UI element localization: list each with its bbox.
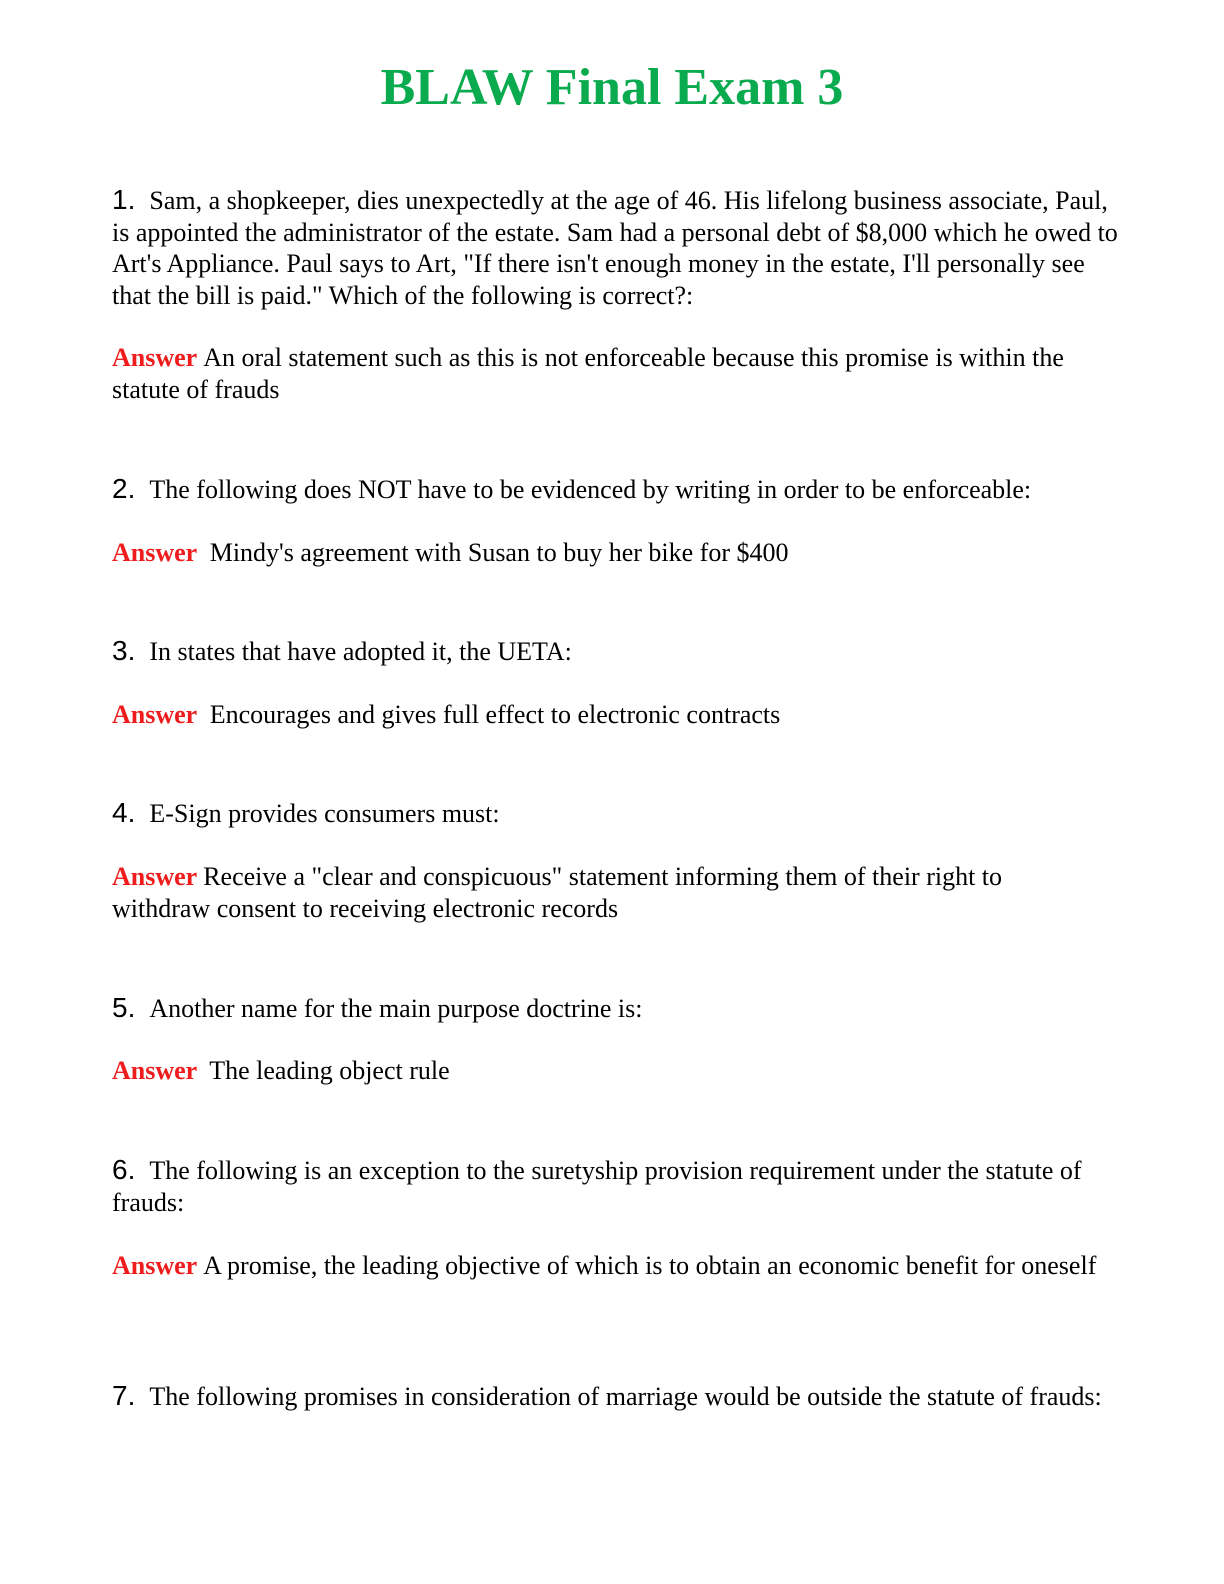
answer-text: Receive a "clear and conspicuous" statem… bbox=[112, 862, 1003, 923]
question-6: 6. The following is an exception to the s… bbox=[112, 1154, 1124, 1218]
answer-3: Answer Encourages and gives full effect … bbox=[112, 699, 1124, 731]
question-text: In states that have adopted it, the UETA… bbox=[149, 637, 572, 666]
question-number: 5. bbox=[112, 992, 136, 1023]
answer-label: Answer bbox=[112, 1056, 198, 1085]
question-text: The following is an exception to the sur… bbox=[112, 1156, 1082, 1217]
question-text: Sam, a shopkeeper, dies unexpectedly at … bbox=[112, 186, 1118, 310]
question-text: The following promises in consideration … bbox=[149, 1382, 1102, 1411]
answer-6: Answer A promise, the leading objective o… bbox=[112, 1250, 1102, 1282]
answer-label: Answer bbox=[112, 700, 198, 729]
answer-label: Answer bbox=[112, 343, 198, 372]
question-number: 4. bbox=[112, 797, 136, 828]
question-3: 3. In states that have adopted it, the UE… bbox=[112, 635, 1124, 668]
question-5: 5. Another name for the main purpose doct… bbox=[112, 992, 1124, 1025]
question-number: 2. bbox=[112, 473, 136, 504]
answer-text: Encourages and gives full effect to elec… bbox=[209, 700, 781, 729]
question-4: 4. E-Sign provides consumers must: bbox=[112, 797, 1124, 830]
question-text: The following does NOT have to be eviden… bbox=[149, 475, 1032, 504]
question-1: 1. Sam, a shopkeeper, dies unexpectedly a… bbox=[112, 184, 1124, 311]
question-number: 6. bbox=[112, 1154, 136, 1185]
question-7: 7. The following promises in consideratio… bbox=[112, 1380, 1124, 1413]
answer-5: Answer The leading object rule bbox=[112, 1055, 1124, 1087]
answer-label: Answer bbox=[112, 538, 198, 567]
question-number: 7. bbox=[112, 1380, 136, 1411]
answer-2: Answer Mindy's agreement with Susan to b… bbox=[112, 537, 1124, 569]
question-2: 2. The following does NOT have to be evid… bbox=[112, 473, 1124, 506]
answer-label: Answer bbox=[112, 1251, 198, 1280]
answer-1: Answer An oral statement such as this is … bbox=[112, 342, 1124, 405]
question-text: E-Sign provides consumers must: bbox=[149, 799, 500, 828]
question-number: 1. bbox=[112, 184, 136, 215]
answer-text: A promise, the leading objective of whic… bbox=[203, 1251, 1097, 1280]
document-title: BLAW Final Exam 3 bbox=[380, 59, 844, 116]
answer-text: Mindy's agreement with Susan to buy her … bbox=[209, 538, 789, 567]
answer-text: The leading object rule bbox=[209, 1056, 450, 1085]
answer-text: An oral statement such as this is not en… bbox=[112, 343, 1064, 404]
answer-label: Answer bbox=[112, 862, 198, 891]
question-text: Another name for the main purpose doctri… bbox=[149, 994, 643, 1023]
question-number: 3. bbox=[112, 635, 136, 666]
answer-4: Answer Receive a "clear and conspicuous" … bbox=[112, 861, 1072, 924]
